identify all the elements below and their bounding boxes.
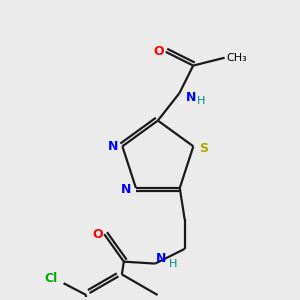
Text: N: N <box>121 184 131 196</box>
Text: N: N <box>156 252 166 265</box>
Text: CH₃: CH₃ <box>226 53 247 63</box>
Text: Cl: Cl <box>44 272 58 285</box>
Text: S: S <box>199 142 208 155</box>
Text: H: H <box>169 259 177 269</box>
Text: O: O <box>92 228 103 241</box>
Text: H: H <box>197 96 205 106</box>
Text: N: N <box>186 92 196 104</box>
Text: N: N <box>107 140 118 153</box>
Text: O: O <box>154 45 164 58</box>
